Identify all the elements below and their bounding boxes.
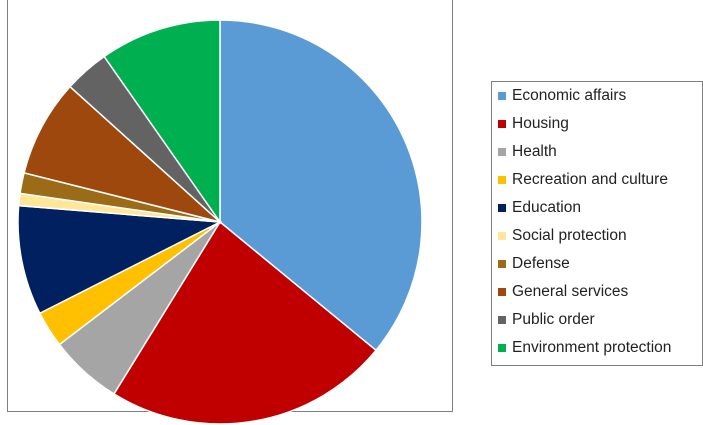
legend-swatch <box>498 288 506 296</box>
pie-slice-general-services <box>23 85 221 223</box>
legend-item: Education <box>498 198 581 218</box>
legend-label: Health <box>512 143 557 160</box>
pie-slice-housing <box>112 220 378 425</box>
pie-slice-environment-protection <box>103 19 221 225</box>
legend-item: Social protection <box>498 226 627 246</box>
legend-swatch <box>498 316 506 324</box>
legend-swatch <box>498 120 506 128</box>
legend-swatch <box>498 204 506 212</box>
legend-item: Housing <box>498 114 569 134</box>
pie-slice-economic-affairs <box>219 19 423 352</box>
pie-slice-education <box>17 204 223 315</box>
legend-item: General services <box>498 282 628 302</box>
legend-item: Economic affairs <box>498 86 626 106</box>
legend-label: Economic affairs <box>512 87 627 104</box>
legend: Economic affairs Housing Health Recreati… <box>491 81 703 366</box>
legend-label: Defense <box>512 255 570 272</box>
legend-item: Public order <box>498 310 595 330</box>
legend-swatch <box>498 344 506 352</box>
legend-label: Public order <box>512 311 595 328</box>
legend-label: Environment protection <box>512 339 672 356</box>
legend-swatch <box>498 148 506 156</box>
legend-swatch <box>498 176 506 184</box>
legend-swatch <box>498 92 506 100</box>
legend-label: Education <box>512 199 581 216</box>
legend-swatch <box>498 232 506 240</box>
legend-item: Environment protection <box>498 338 671 358</box>
legend-label: Recreation and culture <box>512 171 668 188</box>
legend-item: Recreation and culture <box>498 170 668 190</box>
legend-label: Social protection <box>512 227 627 244</box>
legend-label: Housing <box>512 115 569 132</box>
legend-swatch <box>498 260 506 268</box>
legend-label: General services <box>512 283 629 300</box>
legend-item: Defense <box>498 254 570 274</box>
legend-item: Health <box>498 142 557 162</box>
